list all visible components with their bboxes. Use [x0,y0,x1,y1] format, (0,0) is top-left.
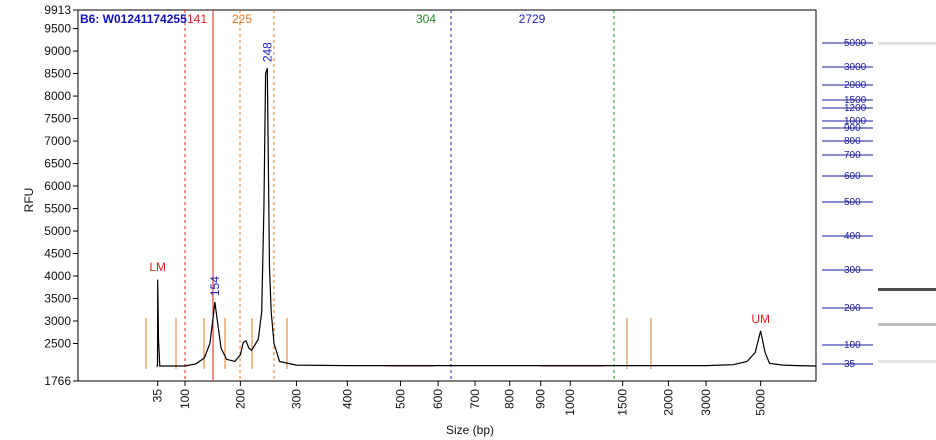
ladder-size-label: 200 [844,303,861,314]
trace-line [156,68,817,367]
gel-band [878,323,936,326]
y-tick-label: 4500 [44,247,71,261]
ladder-size-label: 35 [844,359,856,370]
ladder-size-label: 5000 [844,38,867,49]
ladder-size-label: 500 [844,197,861,208]
y-tick-label: 3500 [44,292,71,306]
gel-lane [878,0,936,440]
y-tick-label: 7000 [44,134,71,148]
y-tick-label: 5500 [44,202,71,216]
x-tick-label: 300 [289,389,303,409]
peak-label: 248 [260,42,274,62]
marker-label: 304 [416,12,436,26]
trace-group [156,68,817,367]
peak-labels: 154 248 LM UM [149,42,770,326]
x-tick-label: 200 [233,389,247,409]
x-tick-label: 500 [394,389,408,409]
x-tick-label: 5000 [754,389,768,416]
gel-band [878,288,936,291]
ladder-size-label: 700 [844,150,861,161]
y-tick-label: 9500 [44,22,71,36]
x-tick-label: 700 [468,389,482,409]
marker-label: 141 [187,12,207,26]
ladder-size-label: 3000 [844,62,867,73]
x-tick-label: 2000 [661,389,675,416]
gel-band [878,360,936,363]
x-axis: 35 100 200 300 400 500 600 700 800 900 1000 1500 200… [151,381,768,416]
y-tick-label: 8000 [44,89,71,103]
y-tick-label: 5000 [44,224,71,238]
y-tick-label: 6500 [44,157,71,171]
ladder-size-label: 600 [844,171,861,182]
x-tick-label: 600 [431,389,445,409]
marker-label: 225 [232,12,252,26]
x-tick-label: 100 [178,389,192,409]
ladder-marker-label: UM [751,312,770,326]
y-tick-label: 6000 [44,179,71,193]
ladder-size-label: 900 [844,123,861,134]
x-tick-label: 1000 [563,389,577,416]
y-tick-label: 8500 [44,67,71,81]
ladder-size-label: 100 [844,340,861,351]
y-axis: 1766 2500 3000 3500 4000 4500 5000 5500 6000 6500… [44,3,78,388]
marker-label: 2729 [519,12,546,26]
x-tick-label: 900 [534,389,548,409]
x-tick-label: 1500 [616,389,630,416]
gel-background [878,0,936,440]
gel-band [878,42,936,45]
x-tick-label: 400 [340,389,354,409]
y-tick-label: 2500 [44,337,71,351]
ladder-size-label: 2000 [844,80,867,91]
ladder-size-label: 300 [844,265,861,276]
y-tick-label: 3000 [44,314,71,328]
ladder-size-label: 400 [844,231,861,242]
ladder-size-label: 1200 [844,103,867,114]
ladder-size-label: 800 [844,136,861,147]
y-tick-label: 9000 [44,44,71,58]
y-tick-label: 4000 [44,269,71,283]
ladder-marker-label: LM [149,260,166,274]
y-tick-label: 1766 [44,374,71,388]
x-tick-label: 3000 [699,389,713,416]
y-tick-label: 9913 [44,3,71,17]
chart-title: B6: W01241174255 [80,12,187,26]
plot-area [77,9,817,382]
ladder-size-label: 1500 [844,95,867,106]
peak-label: 154 [208,276,222,296]
x-tick-label: 35 [151,389,165,403]
x-axis-title: Size (bp) [446,423,494,437]
x-tick-label: 800 [503,389,517,409]
y-tick-label: 7500 [44,112,71,126]
ladder-size-label: 1000 [844,116,867,127]
y-axis-title: RFU [22,188,36,213]
